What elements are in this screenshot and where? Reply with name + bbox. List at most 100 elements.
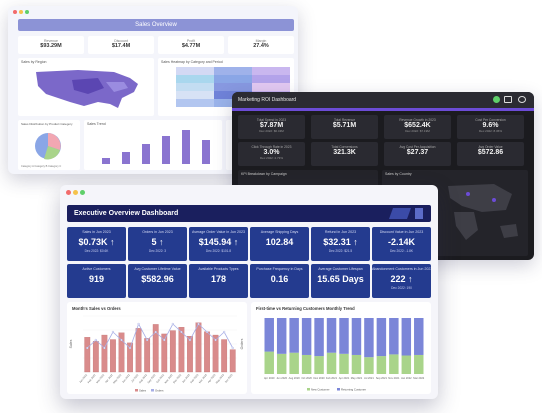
heat-cell	[252, 75, 290, 83]
orders-point	[94, 338, 97, 342]
returning-customer-bar	[414, 318, 424, 355]
sales-map-panel: Sales by Region	[18, 58, 154, 116]
orders-point	[163, 338, 166, 342]
kpi-value: $572.86	[477, 149, 504, 156]
customer-trend-svg: Apr 2020 Jun 2020 Aug 2020 Oct 2020 Dec 2020…	[264, 318, 425, 391]
kpi-value: 9.6%	[482, 122, 499, 129]
bar	[152, 324, 159, 373]
marketing-kpi-card: Avg Cost Per Acquisition $27.37	[384, 142, 451, 166]
kpi-value: $93.29M	[40, 43, 62, 49]
sales-kpi-card: Profit $4.77M	[158, 36, 224, 54]
kpi-label: Orders in Jun 2023	[142, 230, 173, 234]
heat-cell	[252, 67, 290, 75]
kpi-sub: Dec 2022: 3	[148, 249, 167, 253]
marketing-kpi-card: Total Conversions 321.3K	[311, 142, 378, 166]
kpi-label: Average Customer Lifespan	[318, 267, 363, 271]
column-bar	[182, 130, 190, 164]
orders-point	[188, 338, 192, 342]
exec-kpi-card: Purchase Frequency in Days 0.16	[250, 264, 309, 298]
kpi-label: Total Revenue	[333, 118, 356, 122]
x-tick-label: May 2023	[215, 373, 226, 385]
kpi-value: 27.4%	[253, 43, 269, 49]
x-tick-label: Jul 2022	[130, 373, 140, 384]
x-tick-label: Apr 2023	[207, 373, 217, 384]
kpi-value: $145.94 ↑	[198, 237, 239, 247]
kpi-label: Revenue Growth in 2023	[399, 118, 436, 122]
bar	[221, 339, 228, 373]
orders-point	[146, 338, 149, 342]
new-customer-bar	[414, 354, 424, 374]
heat-cell	[176, 91, 214, 99]
heat-cell	[252, 83, 290, 91]
kpi-label: Discount Value in Jun 2023	[379, 230, 424, 234]
x-tick-label: Dec 2022	[172, 373, 183, 385]
kpi-label: Discount	[114, 39, 128, 43]
new-customer-bar	[364, 357, 374, 374]
panel-title: Sales by Country	[385, 172, 412, 176]
kpi-label: Cost Per Conversion	[475, 118, 506, 122]
kpi-value: $4.77M	[181, 43, 201, 49]
orders-point	[120, 338, 123, 342]
kpi-value: $5.71M	[332, 122, 357, 129]
kpi-value: 919	[88, 274, 105, 284]
close-dot[interactable]	[66, 190, 71, 195]
minimize-dot[interactable]	[73, 190, 78, 195]
returning-customer-bar	[401, 318, 412, 356]
kpi-value: $17.4M	[111, 43, 131, 49]
kpi-label: Avg Order Value	[478, 145, 503, 149]
x-tick-label: May 2022	[112, 373, 123, 385]
kpi-value: $652.4K	[404, 122, 431, 129]
minimize-dot[interactable]	[19, 10, 23, 14]
panel-title: Sales Distribution by Product Category	[21, 122, 73, 126]
marketing-kpi-card: Total Revenue $5.71M	[311, 115, 378, 139]
exec-kpi-card: Average Order Value in Jun 2023 $145.94 …	[189, 227, 248, 261]
bar	[135, 328, 142, 373]
returning-customer-bar	[264, 318, 274, 352]
x-tick-label: Feb 2022	[86, 373, 96, 384]
map-region	[106, 82, 128, 92]
legend-swatch	[135, 389, 138, 392]
marketing-title: Marketing ROI Dashboard	[238, 97, 297, 103]
returning-customer-bar	[364, 318, 374, 358]
kpi-label: Revenue	[43, 39, 58, 43]
column-bar	[162, 136, 170, 164]
exec-kpi-card: Abandonment Customers in Jun 2023 222 ↑ …	[372, 264, 431, 298]
sales-kpi-card: Discount $17.4M	[88, 36, 154, 54]
kpi-value: 15.65 Days	[317, 274, 364, 284]
kpi-sub: Dec 2022: 2.73%	[259, 156, 283, 160]
kpi-value: 0.16	[270, 274, 289, 284]
x-tick-label: Oct 2020	[301, 376, 312, 380]
export-icon[interactable]	[504, 96, 512, 103]
x-tick-label: Oct 2022	[155, 373, 165, 384]
kpi-label: Profit	[186, 39, 196, 43]
kpi-value: $0.73K ↑	[78, 237, 115, 247]
new-customer-bar	[301, 354, 312, 374]
bar	[101, 334, 108, 373]
sales-kpi-card: Margin 27.4%	[228, 36, 294, 54]
logo-icon	[415, 208, 423, 219]
returning-customer-bar	[276, 318, 287, 354]
bar	[204, 331, 210, 373]
x-tick-label: Apr 2021	[339, 376, 350, 380]
orders-point	[171, 322, 174, 326]
refresh-icon[interactable]	[518, 96, 526, 103]
maximize-dot[interactable]	[25, 10, 29, 14]
filter-icon[interactable]	[493, 96, 500, 103]
kpi-sub: Dec 2022: -1.8K	[389, 249, 414, 253]
kpi-label: Total Spend in 2023	[256, 118, 287, 122]
kpi-sub: Dec 2022: 8.36%	[478, 129, 502, 133]
kpi-value: $7.87M	[259, 122, 284, 129]
bar	[195, 322, 202, 373]
map-point	[466, 192, 470, 196]
map-region	[448, 184, 512, 212]
kpi-value: 3.0%	[263, 149, 280, 156]
close-dot[interactable]	[13, 10, 17, 14]
bar	[229, 349, 236, 373]
sales-column-panel: Sales Trend	[84, 120, 222, 170]
y2-axis-label: Orders	[240, 338, 244, 349]
exec-kpi-card: Avg Customer Lifetime Value $582.96	[128, 264, 187, 298]
returning-customer-bar	[326, 318, 337, 353]
executive-overview-window: Executive Overview Dashboard Sales in Ju…	[60, 185, 438, 399]
maximize-dot[interactable]	[80, 190, 85, 195]
